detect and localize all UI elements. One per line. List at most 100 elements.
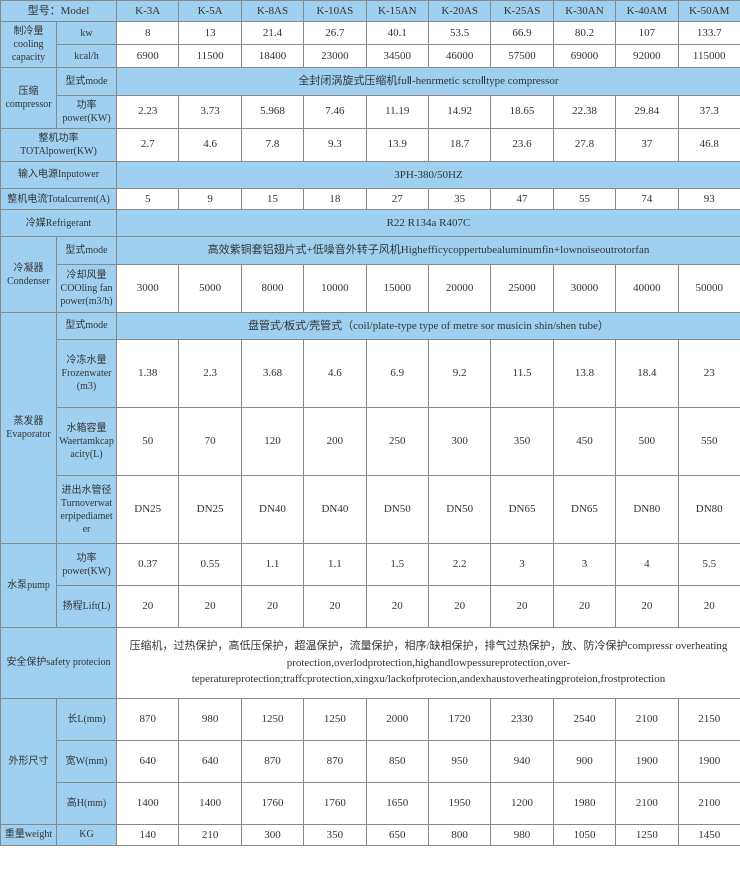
dimensions-row-1-v-6: 940: [491, 740, 553, 782]
condenser-row-1-v-7: 30000: [553, 264, 615, 312]
evaporator-row-1-label: 冷冻水量Frozenwater (m3): [57, 340, 117, 408]
pump-row-0-v-3: 1.1: [304, 544, 366, 586]
compressor-row-1-v-9: 37.3: [678, 95, 740, 128]
condenser-row-0-span: 高效紫铜套铝翅片式+低噪音外转子风机Highefficycoppertubeal…: [117, 237, 740, 264]
total-current-v-7: 55: [553, 188, 615, 209]
evaporator-row-1-v-7: 13.8: [553, 340, 615, 408]
pump-row-0-v-4: 1.5: [366, 544, 428, 586]
evaporator-row-2-v-8: 500: [616, 408, 678, 476]
weight-v-1: 210: [179, 824, 241, 845]
cooling: 制冷量cooling capacity: [1, 22, 57, 68]
dimensions-row-2-v-3: 1760: [304, 782, 366, 824]
cooling-row-1-v-2: 18400: [241, 45, 303, 68]
evaporator-row-1-v-9: 23: [678, 340, 740, 408]
condenser-row-0-label: 型式mode: [57, 237, 117, 264]
cooling-row-0-v-9: 133.7: [678, 22, 740, 45]
evaporator-row-1-v-5: 9.2: [428, 340, 490, 408]
compressor-row-0-label: 型式mode: [57, 68, 117, 95]
weight-v-3: 350: [304, 824, 366, 845]
pump-row-1-v-1: 20: [179, 586, 241, 628]
pump-row-0-v-5: 2.2: [428, 544, 490, 586]
evaporator: 蒸发器Evaporator: [1, 312, 57, 543]
weight-unit: KG: [57, 824, 117, 845]
cooling-row-1-v-0: 6900: [117, 45, 179, 68]
dimensions-row-2-v-5: 1950: [428, 782, 490, 824]
dimensions-row-0-v-1: 980: [179, 698, 241, 740]
condenser-row-1-v-0: 3000: [117, 264, 179, 312]
evaporator-row-0-span: 盘管式/板式/壳管式（coil/plate-type type of metre…: [117, 312, 740, 339]
evaporator-row-1-v-1: 2.3: [179, 340, 241, 408]
dimensions-row-2-v-2: 1760: [241, 782, 303, 824]
dimensions-row-0-v-5: 1720: [428, 698, 490, 740]
pump-row-1-v-5: 20: [428, 586, 490, 628]
total-current-v-5: 35: [428, 188, 490, 209]
cooling-row-0-v-6: 66.9: [491, 22, 553, 45]
cooling-row-0-v-1: 13: [179, 22, 241, 45]
cooling-row-1-v-1: 11500: [179, 45, 241, 68]
dimensions-row-2-v-0: 1400: [117, 782, 179, 824]
evaporator-row-2-v-2: 120: [241, 408, 303, 476]
cooling-row-0-v-7: 80.2: [553, 22, 615, 45]
evaporator-row-2-v-6: 350: [491, 408, 553, 476]
evaporator-row-3-v-3: DN40: [304, 476, 366, 544]
safety-label: 安全保护safety protecion: [1, 628, 117, 699]
condenser-row-1-v-8: 40000: [616, 264, 678, 312]
model-col-2: K-8AS: [241, 1, 303, 22]
dimensions-row-2-v-7: 1980: [553, 782, 615, 824]
pump-row-0-v-9: 5.5: [678, 544, 740, 586]
cooling-row-1-v-3: 23000: [304, 45, 366, 68]
refrigerant-span: R22 R134a R407C: [117, 210, 740, 237]
total-power-v-3: 9.3: [304, 128, 366, 161]
condenser-row-1-v-5: 20000: [428, 264, 490, 312]
compressor-row-1-v-1: 3.73: [179, 95, 241, 128]
compressor-row-1-label: 功率power(KW): [57, 95, 117, 128]
pump-row-1-v-9: 20: [678, 586, 740, 628]
pump: 水泵pump: [1, 544, 57, 628]
evaporator-row-2-v-9: 550: [678, 408, 740, 476]
compressor-row-1-v-0: 2.23: [117, 95, 179, 128]
weight-v-8: 1250: [616, 824, 678, 845]
model-col-8: K-40AM: [616, 1, 678, 22]
dimensions-row-0-v-7: 2540: [553, 698, 615, 740]
evaporator-row-3-v-2: DN40: [241, 476, 303, 544]
evaporator-row-1-v-2: 3.68: [241, 340, 303, 408]
dimensions-row-1-v-8: 1900: [616, 740, 678, 782]
weight-v-2: 300: [241, 824, 303, 845]
model-col-0: K-3A: [117, 1, 179, 22]
cooling-row-0-v-8: 107: [616, 22, 678, 45]
total-power-v-4: 13.9: [366, 128, 428, 161]
evaporator-row-2-v-3: 200: [304, 408, 366, 476]
model-col-6: K-25AS: [491, 1, 553, 22]
cooling-row-1-v-5: 46000: [428, 45, 490, 68]
dimensions-row-1-v-2: 870: [241, 740, 303, 782]
dimensions-row-0-v-2: 1250: [241, 698, 303, 740]
total-power-v-2: 7.8: [241, 128, 303, 161]
pump-row-0-v-6: 3: [491, 544, 553, 586]
dimensions-row-0-v-3: 1250: [304, 698, 366, 740]
total-power-v-1: 4.6: [179, 128, 241, 161]
condenser-row-1-label: 冷却风量COOling fan power(m3/h): [57, 264, 117, 312]
pump-row-1-v-4: 20: [366, 586, 428, 628]
total-current-v-0: 5: [117, 188, 179, 209]
pump-row-0-v-0: 0.37: [117, 544, 179, 586]
total-power-v-5: 18.7: [428, 128, 490, 161]
total-power-v-7: 27.8: [553, 128, 615, 161]
evaporator-row-3-v-1: DN25: [179, 476, 241, 544]
weight-label: 重量weight: [1, 824, 57, 845]
pump-row-0-v-1: 0.55: [179, 544, 241, 586]
evaporator-row-1-v-0: 1.38: [117, 340, 179, 408]
compressor-row-0-span: 全封闭涡旋式压缩机fuⅡ-henrmetic scroⅡtype compres…: [117, 68, 740, 95]
evaporator-row-3-v-6: DN65: [491, 476, 553, 544]
pump-row-1-v-7: 20: [553, 586, 615, 628]
pump-row-0-label: 功率power(KW): [57, 544, 117, 586]
model-col-9: K-50AM: [678, 1, 740, 22]
pump-row-0-v-2: 1.1: [241, 544, 303, 586]
evaporator-row-3-v-4: DN50: [366, 476, 428, 544]
evaporator-row-3-v-8: DN80: [616, 476, 678, 544]
compressor: 压缩compressor: [1, 68, 57, 128]
cooling-row-0-v-4: 40.1: [366, 22, 428, 45]
pump-row-1-v-2: 20: [241, 586, 303, 628]
dimensions-row-2-label: 高H(mm): [57, 782, 117, 824]
evaporator-row-1-v-3: 4.6: [304, 340, 366, 408]
dimensions: 外形尺寸: [1, 698, 57, 824]
